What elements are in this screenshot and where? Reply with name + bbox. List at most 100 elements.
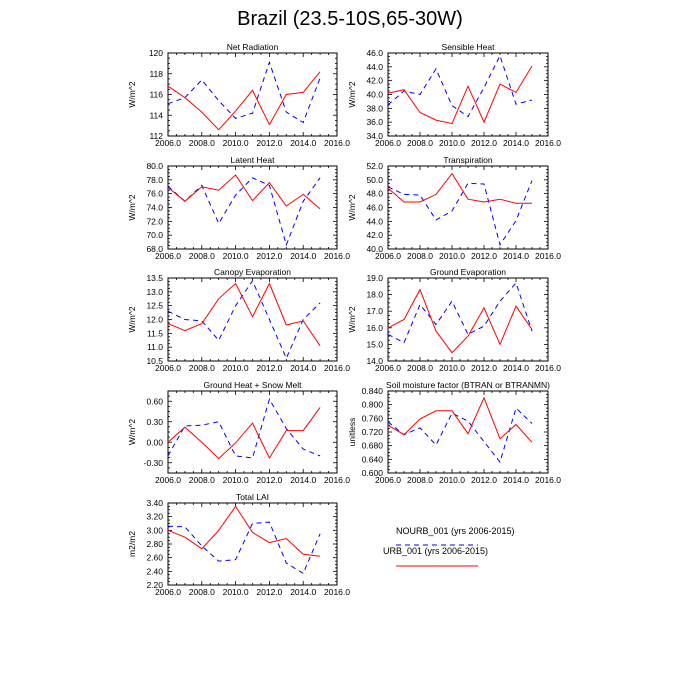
y-tick-label: 18.0 bbox=[366, 290, 383, 300]
series-line-nourb bbox=[167, 397, 321, 459]
x-tick-label: 2016.0 bbox=[535, 251, 561, 261]
chart-panel-2: Sensible Heat W/m^2 2006.0 2008.0 2010.0 2012… bbox=[347, 42, 561, 148]
x-tick-label: 2006.0 bbox=[375, 363, 401, 373]
y-tick-label: 120 bbox=[149, 48, 163, 58]
chart-panel-9: Total LAI m2/m2 2006.0 2008.0 2010.0 2012.0 20… bbox=[127, 492, 350, 597]
y-tick-label: 2.60 bbox=[146, 553, 163, 563]
x-tick-label: 2010.0 bbox=[223, 475, 249, 485]
series-line-nourb bbox=[167, 60, 321, 124]
y-tick-label: 2.40 bbox=[146, 566, 163, 576]
y-tick-label: 0.00 bbox=[146, 437, 163, 447]
y-tick-label: 74.0 bbox=[146, 203, 163, 213]
x-tick-label: 2008.0 bbox=[189, 587, 215, 597]
x-tick-label: 2012.0 bbox=[256, 475, 282, 485]
x-tick-label: 2012.0 bbox=[471, 475, 497, 485]
x-tick-label: 2014.0 bbox=[290, 475, 316, 485]
y-tick-label: 12.5 bbox=[146, 301, 163, 311]
x-tick-label: 2014.0 bbox=[503, 251, 529, 261]
x-tick-label: 2012.0 bbox=[471, 363, 497, 373]
y-tick-label: 44.0 bbox=[366, 216, 383, 226]
chart-panel-7: Ground Heat + Snow Melt W/m^2 2006.0 2008.0… bbox=[127, 380, 350, 485]
y-tick-label: 2.80 bbox=[146, 539, 163, 549]
y-tick-label: -0.30 bbox=[144, 458, 164, 468]
y-tick-label: 0.680 bbox=[362, 441, 384, 451]
panel-title: Ground Heat + Snow Melt bbox=[203, 380, 302, 390]
y-tick-label: 44.0 bbox=[366, 62, 383, 72]
y-tick-label: 0.640 bbox=[362, 454, 384, 464]
plot-frame bbox=[387, 52, 549, 137]
x-tick-label: 2016.0 bbox=[535, 363, 561, 373]
y-tick-label: 40.0 bbox=[366, 90, 383, 100]
plot-frame bbox=[167, 502, 338, 586]
y-tick-label: 13.0 bbox=[146, 287, 163, 297]
x-tick-label: 2012.0 bbox=[256, 251, 282, 261]
y-tick-label: 0.760 bbox=[362, 413, 384, 423]
y-tick-label: 16.0 bbox=[366, 323, 383, 333]
x-tick-label: 2008.0 bbox=[189, 363, 215, 373]
x-tick-label: 2010.0 bbox=[223, 138, 249, 148]
y-tick-label: 11.5 bbox=[147, 328, 163, 338]
y-tick-label: 19.0 bbox=[366, 273, 383, 283]
x-tick-label: 2012.0 bbox=[256, 363, 282, 373]
x-tick-label: 2008.0 bbox=[407, 475, 433, 485]
x-tick-label: 2016.0 bbox=[324, 138, 350, 148]
y-tick-label: 50.0 bbox=[366, 175, 383, 185]
x-tick-label: 2010.0 bbox=[439, 251, 465, 261]
y-tick-label: 0.30 bbox=[146, 417, 163, 427]
x-tick-label: 2012.0 bbox=[256, 587, 282, 597]
legend-label: URB_001 (yrs 2006-2015) bbox=[383, 546, 488, 556]
x-tick-label: 2010.0 bbox=[223, 363, 249, 373]
series-line-urb bbox=[167, 174, 321, 210]
panel-title: Soil moisture factor (BTRAN or BTRANMN) bbox=[386, 380, 550, 390]
y-tick-label: 34.0 bbox=[366, 131, 383, 141]
y-tick-label: 17.0 bbox=[366, 306, 383, 316]
y-tick-label: 40.0 bbox=[366, 244, 383, 254]
y-tick-label: 42.0 bbox=[366, 230, 383, 240]
series-line-urb bbox=[387, 396, 533, 443]
chart-panel-6: Ground Evaporation W/m^2 2006.0 2008.0 2010.… bbox=[347, 267, 561, 373]
y-tick-label: 0.840 bbox=[362, 386, 384, 396]
y-axis-label: W/m^2 bbox=[347, 194, 357, 220]
x-tick-label: 2010.0 bbox=[223, 587, 249, 597]
x-tick-label: 2006.0 bbox=[375, 251, 401, 261]
y-tick-label: 42.0 bbox=[366, 76, 383, 86]
y-tick-label: 13.5 bbox=[146, 273, 163, 283]
x-tick-label: 2014.0 bbox=[290, 587, 316, 597]
y-axis-label: m2/m2 bbox=[127, 531, 137, 557]
x-tick-label: 2010.0 bbox=[439, 138, 465, 148]
x-tick-label: 2010.0 bbox=[439, 475, 465, 485]
panel-title: Latent Heat bbox=[231, 155, 276, 165]
y-tick-label: 14.0 bbox=[366, 356, 383, 366]
plot-frame bbox=[167, 277, 338, 362]
panel-title: Ground Evaporation bbox=[430, 267, 506, 277]
x-tick-label: 2014.0 bbox=[503, 363, 529, 373]
legend: NOURB_001 (yrs 2006-2015) URB_001 (yrs 20… bbox=[383, 526, 515, 567]
x-tick-label: 2016.0 bbox=[324, 251, 350, 261]
y-tick-label: 38.0 bbox=[366, 103, 383, 113]
x-tick-label: 2008.0 bbox=[407, 138, 433, 148]
y-tick-label: 112 bbox=[149, 131, 163, 141]
x-tick-label: 2014.0 bbox=[290, 138, 316, 148]
legend-label: NOURB_001 (yrs 2006-2015) bbox=[396, 526, 515, 536]
y-axis-label: W/m^2 bbox=[127, 81, 137, 107]
y-axis-label: W/m^2 bbox=[127, 306, 137, 332]
y-tick-label: 12.0 bbox=[146, 315, 163, 325]
y-tick-label: 15.0 bbox=[366, 339, 383, 349]
y-axis-label: W/m^2 bbox=[127, 194, 137, 220]
x-tick-label: 2010.0 bbox=[223, 251, 249, 261]
y-tick-label: 0.600 bbox=[362, 468, 384, 478]
series-line-nourb bbox=[387, 407, 533, 464]
series-line-urb bbox=[387, 288, 533, 354]
x-tick-label: 2006.0 bbox=[155, 251, 181, 261]
y-axis-label: W/m^2 bbox=[347, 306, 357, 332]
chart-panel-5: Canopy Evaporation W/m^2 2006.0 2008.0 2010.… bbox=[127, 267, 350, 373]
y-axis-label: W/m^2 bbox=[347, 81, 357, 107]
series-line-nourb bbox=[167, 521, 321, 575]
x-tick-label: 2016.0 bbox=[324, 587, 350, 597]
series-line-urb bbox=[167, 505, 321, 557]
x-tick-label: 2012.0 bbox=[256, 138, 282, 148]
x-tick-label: 2014.0 bbox=[503, 475, 529, 485]
y-tick-label: 52.0 bbox=[366, 161, 383, 171]
page-title: Brazil (23.5-10S,65-30W) bbox=[237, 8, 463, 30]
